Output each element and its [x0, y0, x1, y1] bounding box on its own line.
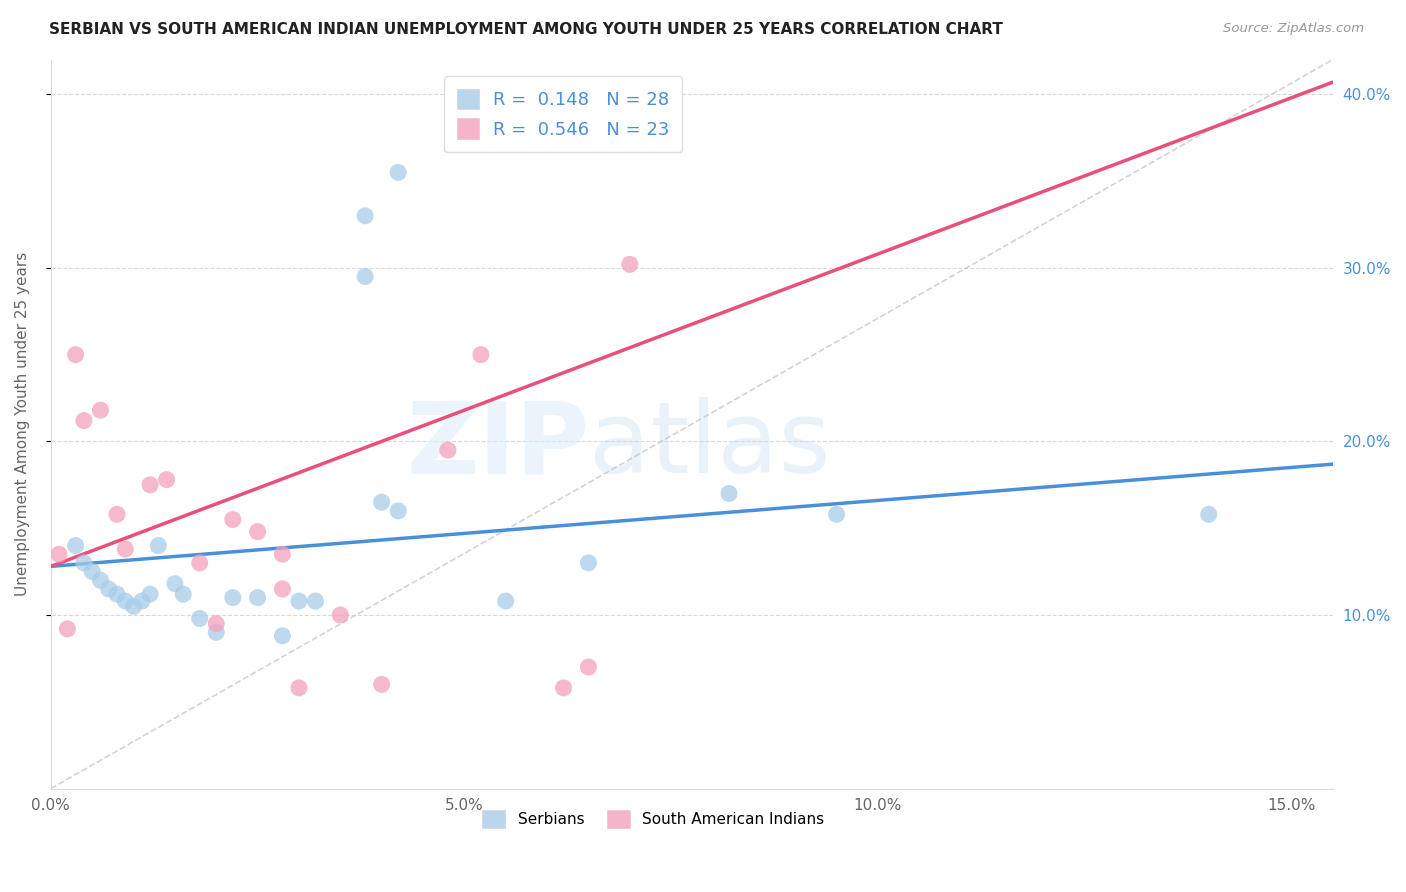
Point	[288, 681, 311, 695]
Point	[139, 478, 162, 492]
Point	[329, 607, 352, 622]
Point	[48, 547, 70, 561]
Text: Source: ZipAtlas.com: Source: ZipAtlas.com	[1223, 22, 1364, 36]
Point	[271, 582, 294, 596]
Point	[156, 473, 179, 487]
Legend: Serbians, South American Indians: Serbians, South American Indians	[475, 803, 832, 836]
Point	[148, 539, 170, 553]
Point	[387, 165, 409, 179]
Point	[163, 576, 186, 591]
Point	[495, 594, 517, 608]
Point	[354, 269, 377, 284]
Point	[205, 625, 228, 640]
Point	[73, 556, 96, 570]
Point	[56, 622, 79, 636]
Point	[246, 524, 269, 539]
Point	[619, 257, 641, 271]
Point	[271, 629, 294, 643]
Point	[437, 443, 460, 458]
Point	[89, 403, 111, 417]
Point	[354, 209, 377, 223]
Point	[387, 504, 409, 518]
Point	[188, 611, 211, 625]
Point	[188, 556, 211, 570]
Point	[97, 582, 120, 596]
Point	[578, 660, 600, 674]
Text: atlas: atlas	[589, 398, 831, 494]
Point	[271, 547, 294, 561]
Point	[89, 574, 111, 588]
Text: ZIP: ZIP	[406, 398, 589, 494]
Point	[105, 587, 128, 601]
Point	[718, 486, 741, 500]
Point	[825, 508, 848, 522]
Point	[139, 587, 162, 601]
Point	[131, 594, 153, 608]
Point	[82, 565, 104, 579]
Point	[65, 348, 87, 362]
Point	[222, 512, 245, 526]
Point	[65, 539, 87, 553]
Point	[1198, 508, 1220, 522]
Point	[114, 594, 136, 608]
Point	[304, 594, 326, 608]
Point	[73, 414, 96, 428]
Text: SERBIAN VS SOUTH AMERICAN INDIAN UNEMPLOYMENT AMONG YOUTH UNDER 25 YEARS CORRELA: SERBIAN VS SOUTH AMERICAN INDIAN UNEMPLO…	[49, 22, 1002, 37]
Point	[553, 681, 575, 695]
Point	[105, 508, 128, 522]
Point	[114, 541, 136, 556]
Point	[122, 599, 145, 614]
Point	[370, 495, 392, 509]
Point	[246, 591, 269, 605]
Point	[205, 616, 228, 631]
Y-axis label: Unemployment Among Youth under 25 years: Unemployment Among Youth under 25 years	[15, 252, 30, 596]
Point	[470, 348, 492, 362]
Point	[578, 556, 600, 570]
Point	[172, 587, 194, 601]
Point	[222, 591, 245, 605]
Point	[288, 594, 311, 608]
Point	[370, 677, 392, 691]
